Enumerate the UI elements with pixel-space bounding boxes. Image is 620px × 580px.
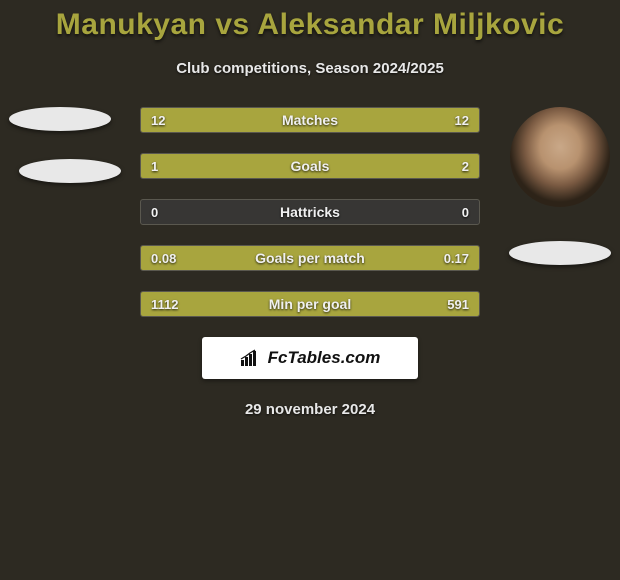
stat-fill-left [141, 108, 310, 132]
stat-bars: 12 Matches 12 1 Goals 2 0 Hattricks 0 [140, 107, 480, 317]
stat-row-gpm: 0.08 Goals per match 0.17 [140, 245, 480, 271]
stat-value-right: 0 [462, 200, 469, 224]
bar-chart-icon [240, 349, 262, 367]
avatar-face-icon [510, 107, 610, 207]
stat-fill-right [242, 154, 479, 178]
stat-fill-left [141, 246, 242, 270]
player-right-avatar [510, 107, 610, 207]
subtitle: Club competitions, Season 2024/2025 [0, 60, 620, 77]
stat-row-goals: 1 Goals 2 [140, 153, 480, 179]
date-line: 29 november 2024 [0, 401, 620, 418]
player-left-oval-2 [19, 159, 121, 183]
stat-fill-right [242, 246, 479, 270]
stat-row-matches: 12 Matches 12 [140, 107, 480, 133]
player-left-oval-1 [9, 107, 111, 131]
stat-row-hattricks: 0 Hattricks 0 [140, 199, 480, 225]
player-right-oval [509, 241, 611, 265]
stat-fill-right [310, 108, 479, 132]
stat-fill-right [364, 292, 479, 316]
stat-label: Hattricks [141, 200, 479, 224]
stat-fill-left [141, 292, 364, 316]
stat-fill-left [141, 154, 242, 178]
chart-area: 12 Matches 12 1 Goals 2 0 Hattricks 0 [0, 107, 620, 418]
stat-row-mpg: 1112 Min per goal 591 [140, 291, 480, 317]
stat-value-left: 0 [151, 200, 158, 224]
page-title: Manukyan vs Aleksandar Miljkovic [0, 8, 620, 42]
comparison-card: Manukyan vs Aleksandar Miljkovic Club co… [0, 0, 620, 418]
source-logo: FcTables.com [202, 337, 418, 379]
logo-text: FcTables.com [268, 348, 381, 368]
